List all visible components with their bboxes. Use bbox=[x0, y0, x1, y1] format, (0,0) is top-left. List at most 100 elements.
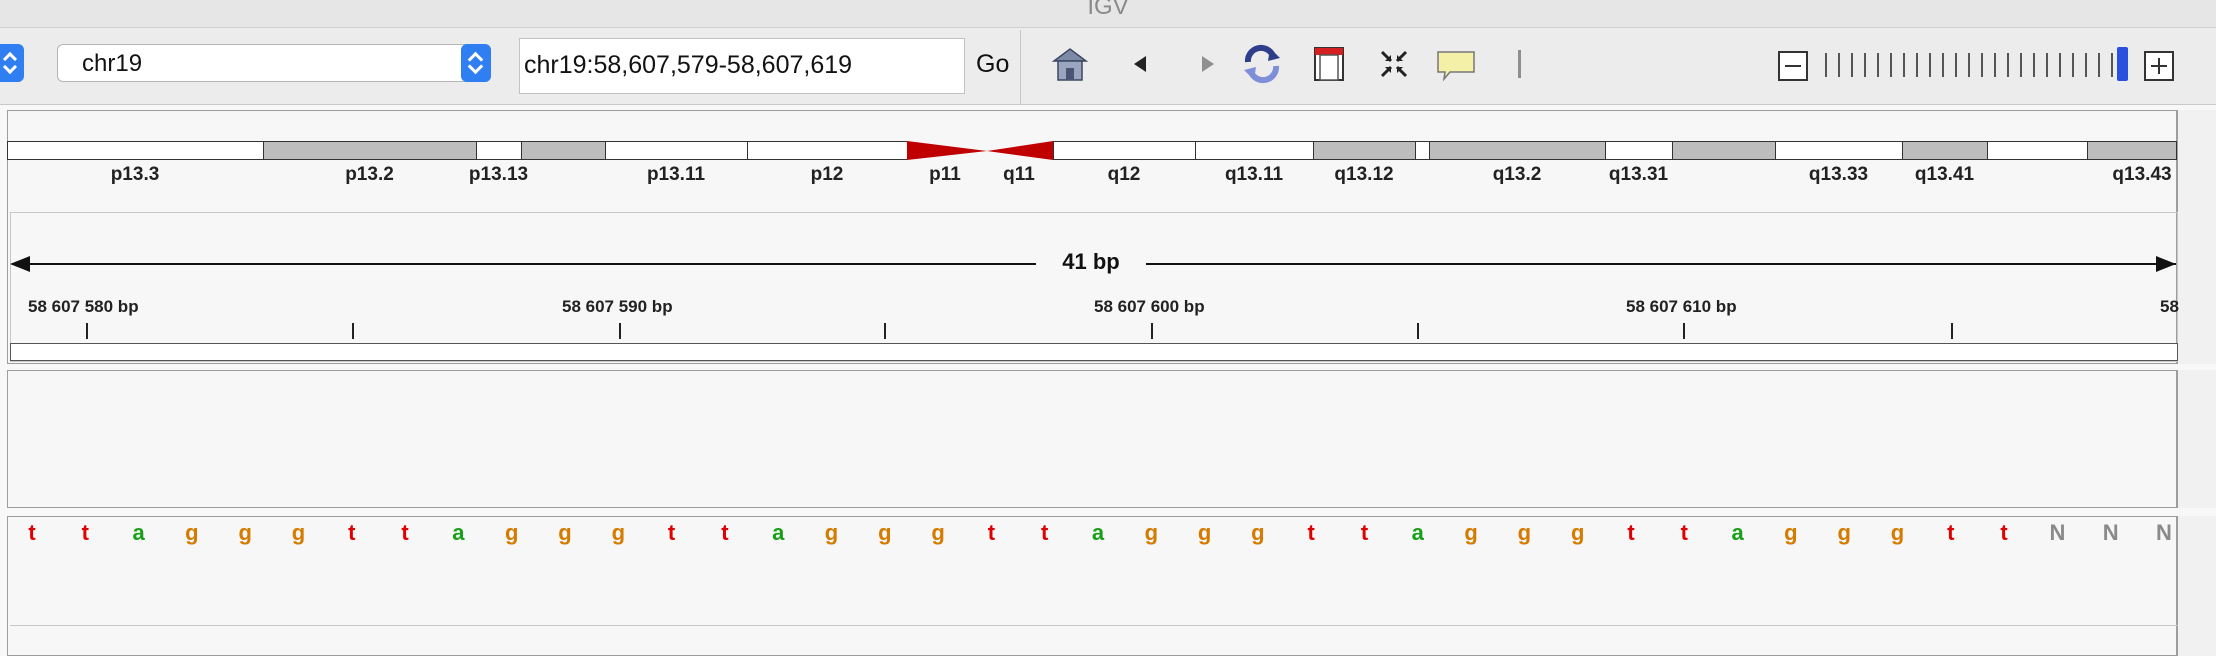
region-of-interest-icon[interactable] bbox=[1310, 44, 1350, 84]
chromosome-dropdown[interactable]: chr19 bbox=[57, 44, 491, 82]
sequence-base: g bbox=[878, 520, 892, 545]
zoom-tick bbox=[2033, 53, 2035, 77]
ruler-bottom-bar bbox=[10, 343, 2178, 361]
data-panel-scrollbar[interactable] bbox=[2177, 370, 2216, 508]
sequence-base: g bbox=[1197, 520, 1212, 545]
sequence-base: t bbox=[1041, 520, 1049, 545]
zoom-tick bbox=[2085, 53, 2087, 77]
zoom-tick bbox=[1890, 53, 1892, 77]
sequence-base: a bbox=[132, 520, 145, 545]
ruler bbox=[10, 212, 2178, 362]
sequence-base: t bbox=[1680, 520, 1688, 545]
ideogram-band bbox=[476, 141, 521, 160]
zoom-slider-thumb[interactable] bbox=[2117, 47, 2128, 81]
sequence-base: g bbox=[931, 520, 945, 545]
ruler-toggle-icon[interactable] bbox=[1518, 50, 1521, 78]
ideogram-band-label: q13.43 bbox=[2112, 164, 2172, 185]
zoom-tick bbox=[2046, 53, 2048, 77]
ideogram-band-label: q13.12 bbox=[1334, 164, 1394, 185]
chromosome-dropdown-stepper-icon[interactable] bbox=[461, 44, 491, 82]
data-panel bbox=[7, 370, 2177, 508]
zoom-slider[interactable] bbox=[1825, 53, 2125, 77]
sequence-base: g bbox=[611, 520, 626, 545]
sequence-base: t bbox=[28, 520, 36, 545]
span-arrow-right-icon bbox=[2156, 256, 2176, 272]
ideogram-band bbox=[1313, 141, 1415, 160]
feature-panel bbox=[7, 516, 2177, 656]
ruler-tick-label: 58 bbox=[2160, 297, 2179, 316]
ideogram-band bbox=[521, 141, 605, 160]
ideogram-band bbox=[1053, 141, 1195, 160]
ideogram-band-label: p13.13 bbox=[468, 164, 529, 185]
zoom-in-button[interactable] bbox=[2144, 51, 2174, 81]
ruler-tick bbox=[352, 323, 354, 339]
ideogram-centromere-band bbox=[987, 141, 1053, 160]
zoom-tick bbox=[1968, 53, 1970, 77]
forward-arrow-icon[interactable] bbox=[1186, 44, 1226, 84]
sequence-base: t bbox=[2000, 520, 2008, 545]
home-icon[interactable] bbox=[1050, 44, 1090, 84]
header-panel-scrollbar[interactable] bbox=[2177, 110, 2216, 364]
ruler-tick bbox=[1151, 323, 1153, 339]
sequence-base: g bbox=[504, 520, 519, 545]
ideogram-band-label: q11 bbox=[1003, 164, 1035, 185]
sequence-base: g bbox=[824, 520, 839, 545]
chromosome-ideogram[interactable] bbox=[7, 141, 2177, 161]
sequence-base: g bbox=[1890, 520, 1905, 545]
sequence-base: a bbox=[452, 520, 465, 545]
zoom-tick bbox=[2098, 53, 2100, 77]
span-arrow-left-icon bbox=[10, 256, 30, 272]
ideogram-band-label: q13.31 bbox=[1608, 164, 1669, 185]
locus-input[interactable]: chr19:58,607,579-58,607,619 bbox=[519, 38, 965, 94]
sequence-base: t bbox=[1307, 520, 1315, 545]
popup-text-icon[interactable] bbox=[1436, 44, 1476, 84]
sequence-base: t bbox=[667, 520, 676, 545]
sequence-base: a bbox=[772, 520, 785, 545]
zoom-tick bbox=[1942, 53, 1944, 77]
sequence-base: g bbox=[558, 520, 572, 545]
zoom-tick bbox=[1955, 53, 1957, 77]
sequence-track-divider bbox=[10, 625, 2178, 626]
zoom-tick bbox=[2111, 53, 2113, 77]
ideogram-band-label: p13.11 bbox=[646, 164, 706, 185]
ruler-tick-label: 58 607 580 bp bbox=[28, 297, 139, 316]
ideogram-band-label: q12 bbox=[1107, 164, 1141, 185]
zoom-tick bbox=[1851, 53, 1853, 77]
ruler-tick bbox=[1417, 323, 1419, 339]
chromosome-dropdown-value: chr19 bbox=[82, 50, 143, 77]
zoom-out-button[interactable] bbox=[1778, 51, 1808, 81]
sequence-base: g bbox=[185, 520, 199, 545]
ideogram-band bbox=[263, 141, 476, 160]
genome-dropdown-stepper[interactable] bbox=[0, 44, 24, 82]
ruler-tick-label: 58 607 600 bp bbox=[1094, 297, 1205, 316]
ideogram-band bbox=[2087, 141, 2177, 160]
ideogram-band-label: p13.2 bbox=[345, 164, 394, 185]
toolbar-separator bbox=[1020, 30, 1021, 104]
feature-panel-scrollbar[interactable] bbox=[2177, 516, 2216, 656]
zoom-tick bbox=[1929, 53, 1931, 77]
ruler-tick-label: 58 607 610 bp bbox=[1626, 297, 1737, 316]
go-button[interactable]: Go bbox=[976, 50, 1010, 78]
ideogram-band bbox=[1902, 141, 1987, 160]
sequence-base: g bbox=[1570, 520, 1585, 545]
sequence-base: g bbox=[1517, 520, 1532, 545]
ideogram-band bbox=[1672, 141, 1775, 160]
sequence-base: t bbox=[1627, 520, 1635, 545]
sequence-base: g bbox=[291, 520, 306, 545]
ideogram-centromere-band bbox=[907, 141, 987, 160]
refresh-icon[interactable] bbox=[1240, 44, 1280, 84]
ideogram-band-label: q13.41 bbox=[1914, 164, 1975, 185]
window-title-bar: IGV bbox=[0, 0, 2216, 28]
resize-to-window-icon[interactable] bbox=[1374, 44, 1414, 84]
zoom-tick bbox=[1838, 53, 1840, 77]
sequence-base: t bbox=[1947, 520, 1955, 545]
zoom-tick bbox=[2020, 53, 2022, 77]
sequence-base: N bbox=[2049, 520, 2066, 545]
ideogram-band-label: p11 bbox=[929, 164, 961, 185]
ideogram-band bbox=[7, 141, 263, 160]
back-arrow-icon[interactable] bbox=[1124, 44, 1164, 84]
sequence-base: a bbox=[1731, 520, 1744, 545]
sequence-base: a bbox=[1411, 520, 1424, 545]
sequence-base: N bbox=[2156, 520, 2172, 545]
